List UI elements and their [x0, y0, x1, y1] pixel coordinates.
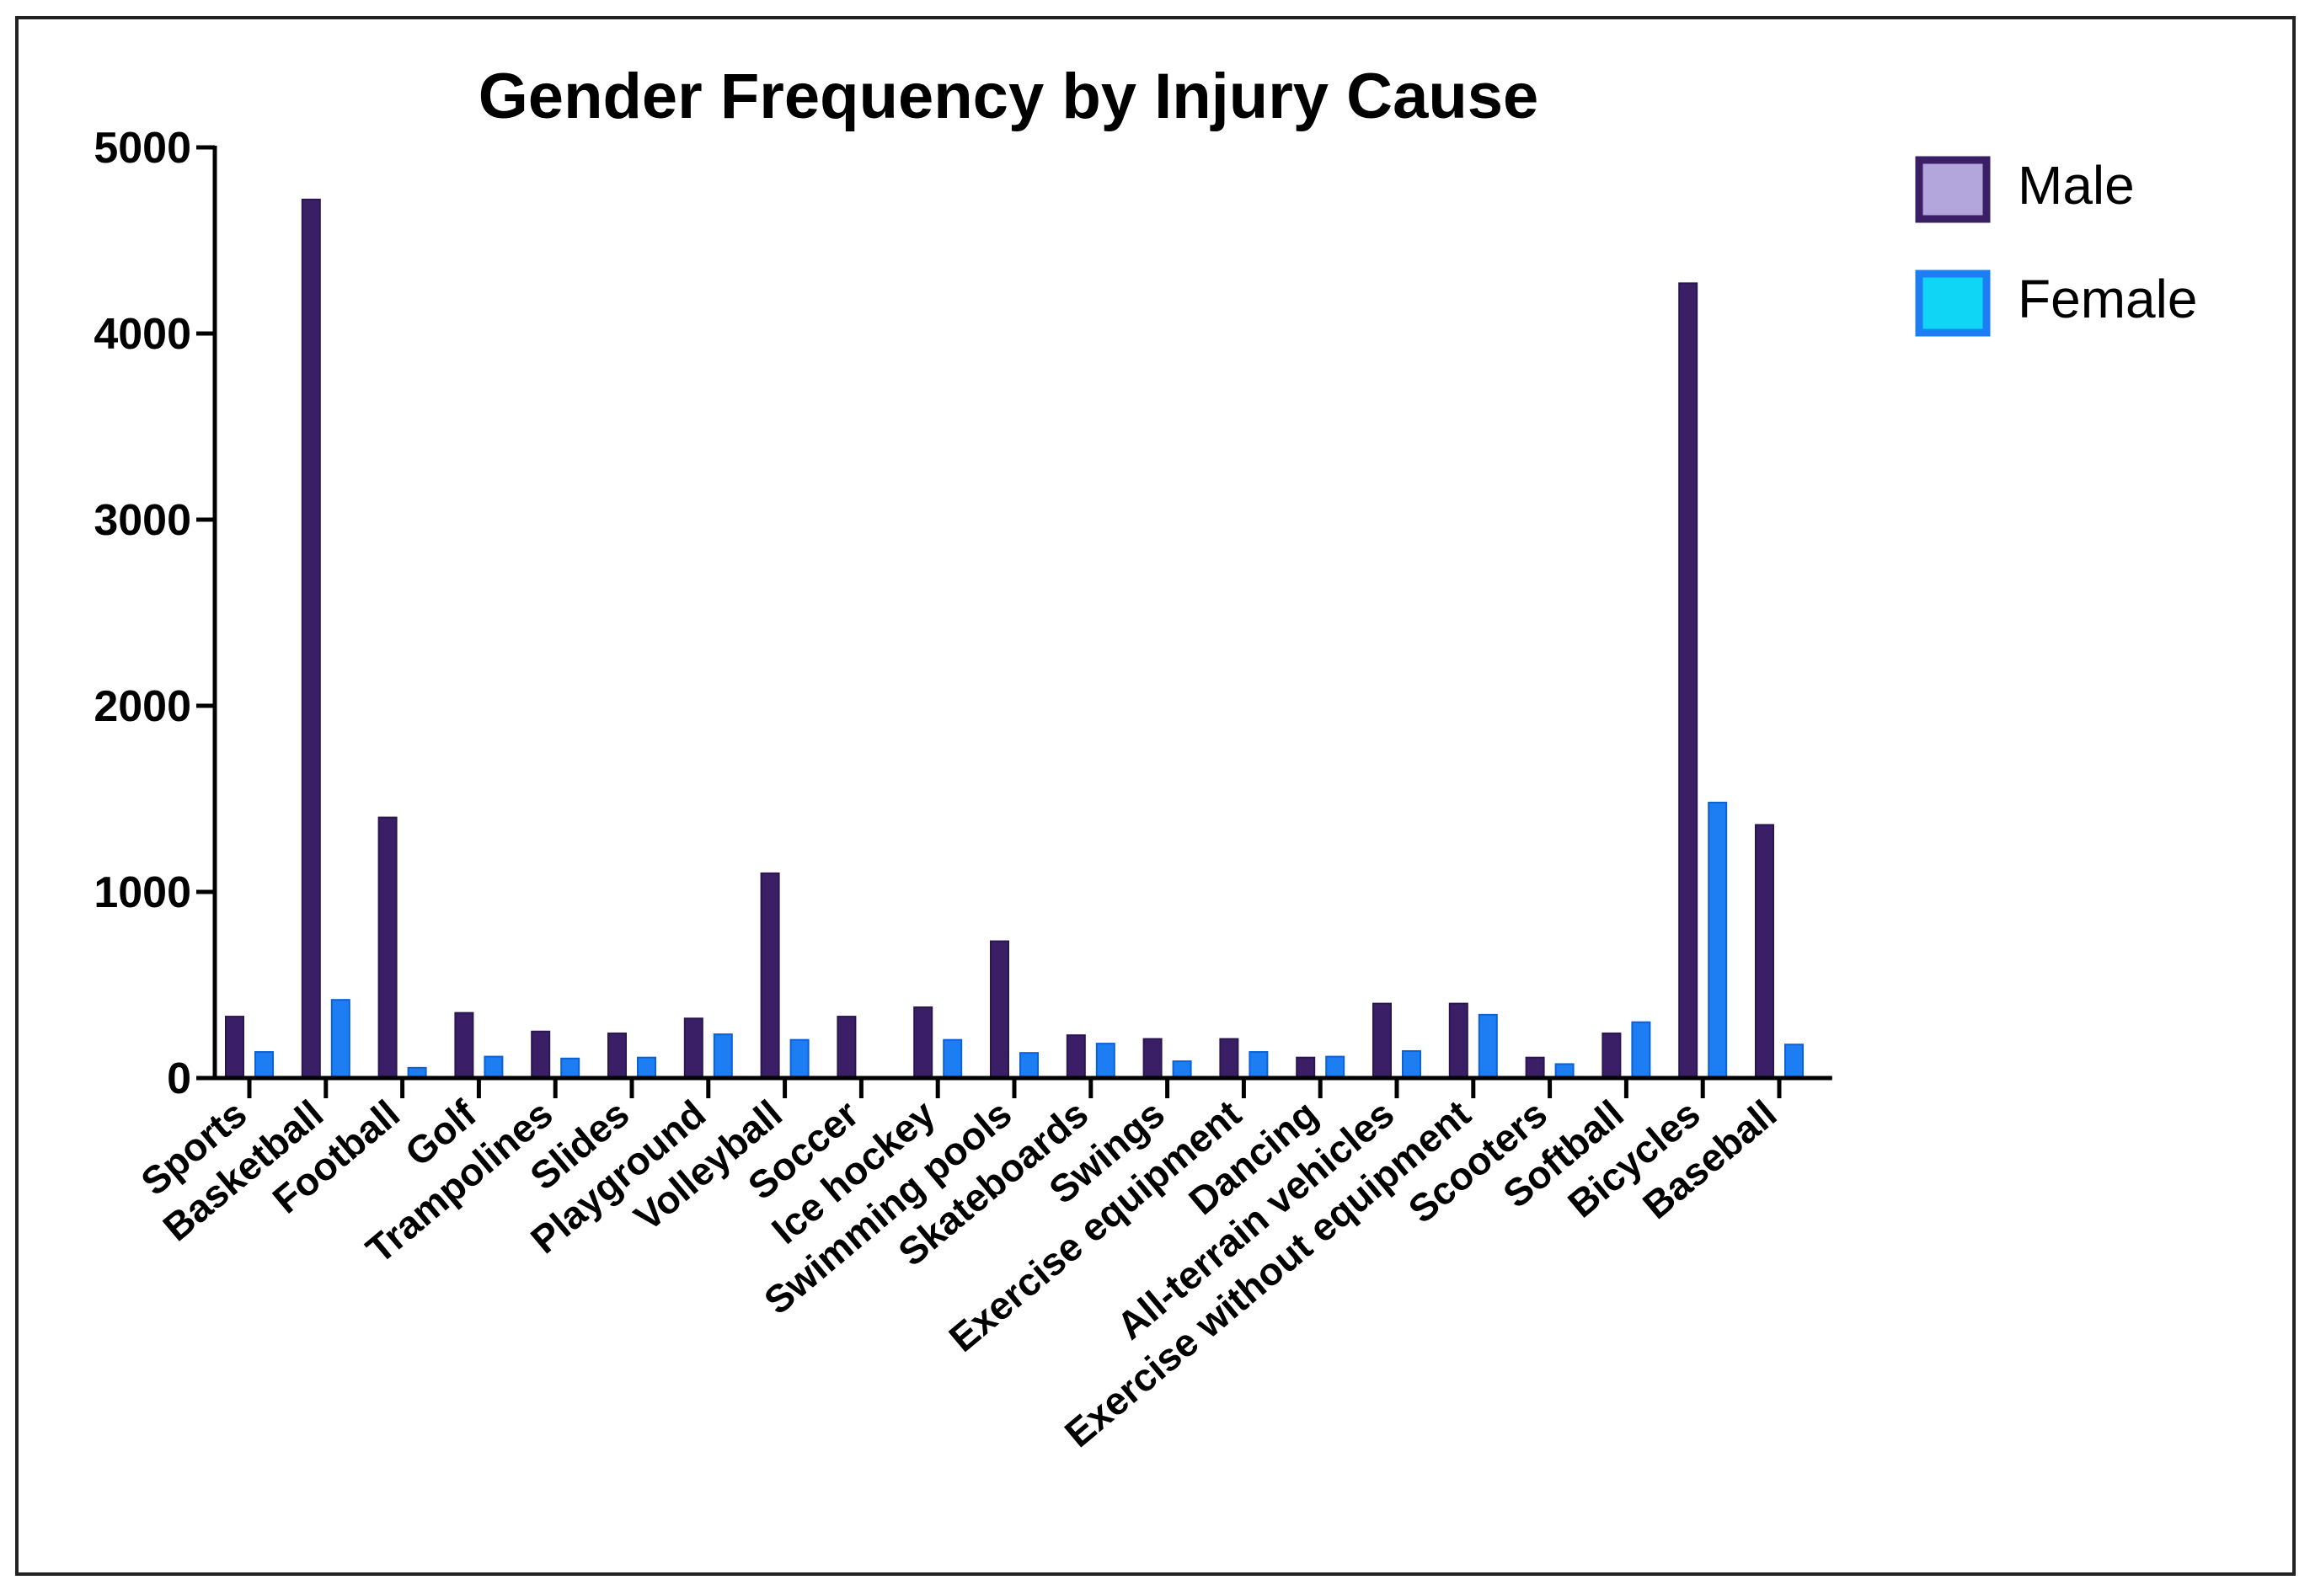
bar-male-baseball — [1755, 824, 1774, 1079]
bar-female-ice-hockey — [943, 1038, 963, 1079]
y-tick-label: 5000 — [94, 124, 191, 173]
bar-male-dancing — [1296, 1056, 1316, 1079]
bar-female-bicycles — [1708, 801, 1728, 1079]
bars — [225, 198, 1804, 1080]
bar-female-baseball — [1784, 1044, 1804, 1079]
bar-female-slides — [637, 1056, 656, 1079]
bar-female-skateboards — [1095, 1043, 1115, 1079]
bar-female-trampolines — [560, 1057, 580, 1080]
bar-female-exercise-without-equipment — [1478, 1013, 1498, 1079]
legend: Male Female — [1915, 155, 2197, 337]
bar-male-softball — [1601, 1032, 1622, 1079]
bar-male-basketball — [301, 198, 321, 1079]
chart-frame — [15, 16, 2296, 1576]
bar-male-playground — [683, 1017, 703, 1080]
chart-title: Gender Frequency by Injury Cause — [479, 61, 1539, 132]
bar-female-exercise-equipment — [1249, 1051, 1269, 1080]
bar-male-swimming-pools — [990, 940, 1009, 1079]
bar-male-scooters — [1525, 1056, 1545, 1079]
bar-female-swings — [1172, 1060, 1192, 1079]
y-tick-label: 0 — [167, 1054, 191, 1103]
bar-male-golf — [454, 1012, 474, 1080]
bar-female-all-terrain-vehicles — [1402, 1049, 1421, 1079]
bar-female-golf — [484, 1055, 504, 1079]
bar-female-sports — [254, 1051, 274, 1080]
bar-male-all-terrain-vehicles — [1372, 1002, 1392, 1079]
bar-female-softball — [1631, 1021, 1651, 1079]
bar-male-exercise-without-equipment — [1448, 1002, 1468, 1079]
y-tick-label: 2000 — [94, 682, 191, 731]
bar-male-skateboards — [1066, 1034, 1086, 1080]
bar-male-football — [377, 816, 398, 1079]
bar-male-exercise-equipment — [1219, 1038, 1239, 1079]
bar-male-trampolines — [531, 1030, 551, 1079]
bar-female-swimming-pools — [1019, 1052, 1039, 1080]
bar-male-volleyball — [760, 872, 780, 1080]
bar-male-swings — [1142, 1038, 1163, 1079]
y-tick-label: 1000 — [94, 868, 191, 917]
legend-label-female: Female — [2018, 269, 2197, 329]
bar-male-slides — [607, 1032, 627, 1079]
bar-male-soccer — [837, 1016, 857, 1079]
bar-male-bicycles — [1678, 282, 1698, 1079]
legend-swatch-female — [1915, 270, 1991, 337]
y-tick-label: 3000 — [94, 496, 191, 545]
bar-male-sports — [225, 1016, 244, 1079]
bar-female-dancing — [1325, 1055, 1345, 1079]
bar-female-playground — [713, 1033, 733, 1079]
y-axis: 0 1000 2000 3000 4000 5000 — [94, 124, 217, 1103]
bar-female-volleyball — [789, 1038, 810, 1079]
legend-label-male: Male — [2018, 155, 2135, 216]
y-tick-label: 4000 — [94, 310, 191, 359]
bar-male-ice-hockey — [913, 1006, 933, 1080]
bar-female-basketball — [330, 999, 350, 1080]
legend-swatch-male — [1915, 156, 1991, 223]
